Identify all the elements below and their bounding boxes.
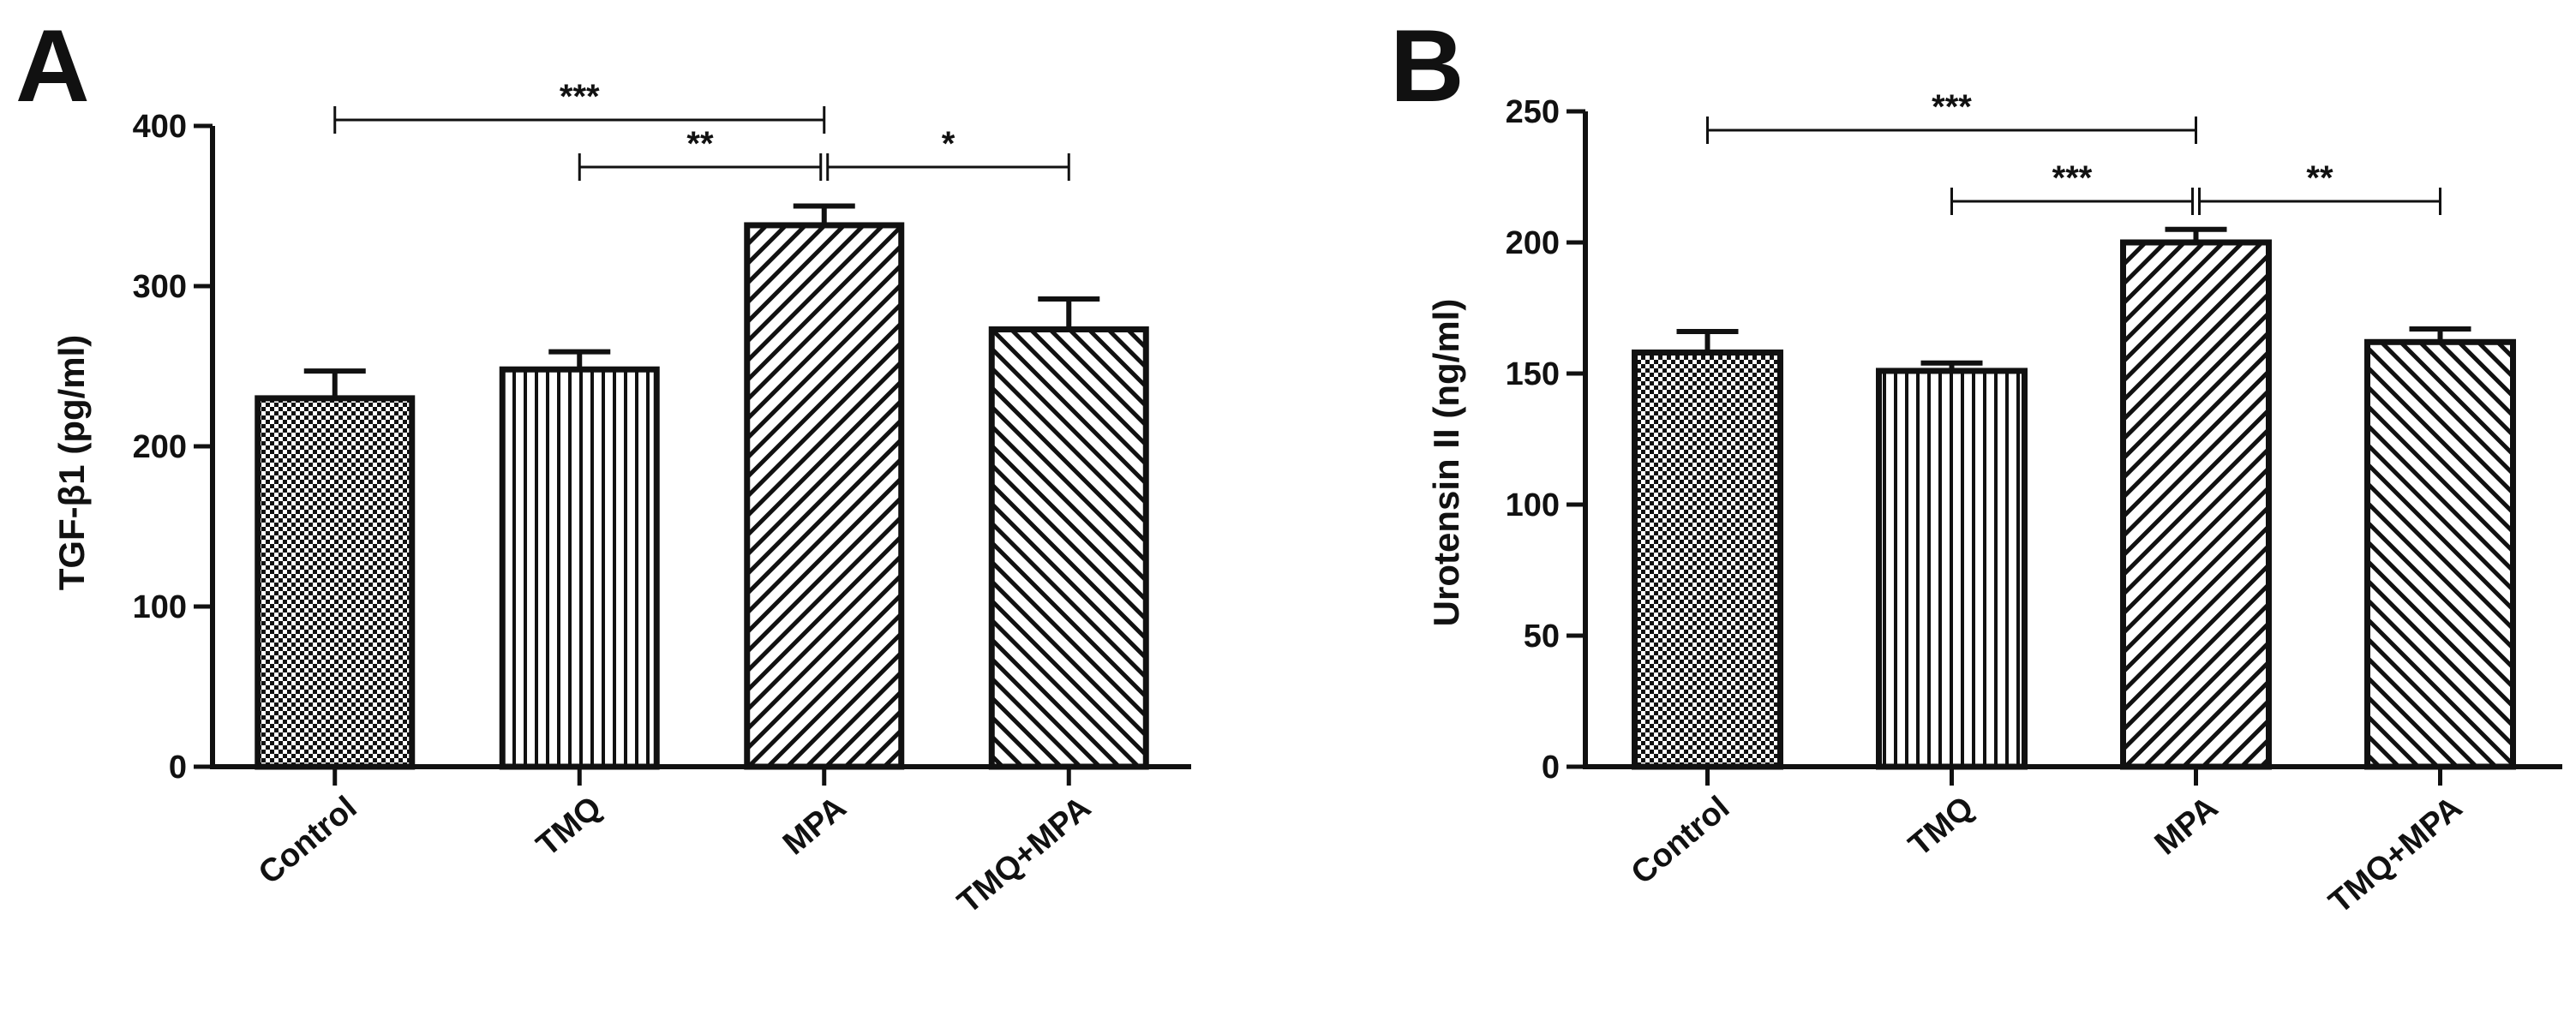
y-tick-label: 200 — [1506, 225, 1560, 261]
y-tick-label: 150 — [1506, 356, 1560, 392]
panel-b: B Urotensin II (ng/ml) 0 50 100 150 200 250 Co… — [1390, 9, 2562, 921]
panel-a: A TGF-β1 (pg/ml) 0 100 200 300 400 Control TMQ… — [15, 9, 1191, 921]
x-tick-label: TMQ — [530, 790, 608, 864]
panel-letter-a: A — [15, 9, 90, 123]
bar-control — [255, 395, 416, 770]
y-tick-label: 50 — [1524, 619, 1560, 654]
bar-tmq-mpa — [2364, 338, 2516, 770]
y-tick-label: 200 — [133, 429, 187, 465]
y-tick-label: 0 — [1542, 750, 1560, 786]
y-tick-label: 0 — [169, 750, 187, 786]
y-tick-label: 300 — [133, 269, 187, 305]
x-tick-label: MPA — [776, 790, 854, 863]
panel-letter-b: B — [1390, 9, 1465, 123]
x-tick-label: TMQ — [1902, 790, 1981, 864]
x-tick-label: TMQ+MPA — [951, 790, 1098, 921]
x-tick-label: TMQ+MPA — [2322, 790, 2469, 921]
bar-control — [1632, 350, 1783, 770]
significance-label: ** — [686, 125, 714, 163]
significance-label: ** — [2306, 159, 2333, 197]
bar-tmq — [499, 366, 660, 770]
significance-label: *** — [2052, 159, 2093, 197]
y-tick-label: 250 — [1506, 94, 1560, 130]
bar-tmq — [1876, 368, 2028, 770]
y-axis-title-a: TGF-β1 (pg/ml) — [51, 335, 92, 591]
y-tick-label: 100 — [133, 589, 187, 625]
significance-label: *** — [560, 78, 600, 116]
bar-mpa — [744, 222, 905, 770]
x-tick-label: Control — [1625, 790, 1736, 892]
bar-tmq-mpa — [988, 326, 1149, 770]
x-tick-label: MPA — [2148, 790, 2226, 863]
bar-mpa — [2120, 239, 2272, 770]
y-tick-label: 400 — [133, 109, 187, 145]
y-tick-label: 100 — [1506, 487, 1560, 523]
significance-label: *** — [1932, 88, 1972, 126]
y-axis-title-b: Urotensin II (ng/ml) — [1426, 299, 1466, 627]
x-tick-label: Control — [252, 790, 363, 892]
significance-label: * — [942, 125, 956, 163]
